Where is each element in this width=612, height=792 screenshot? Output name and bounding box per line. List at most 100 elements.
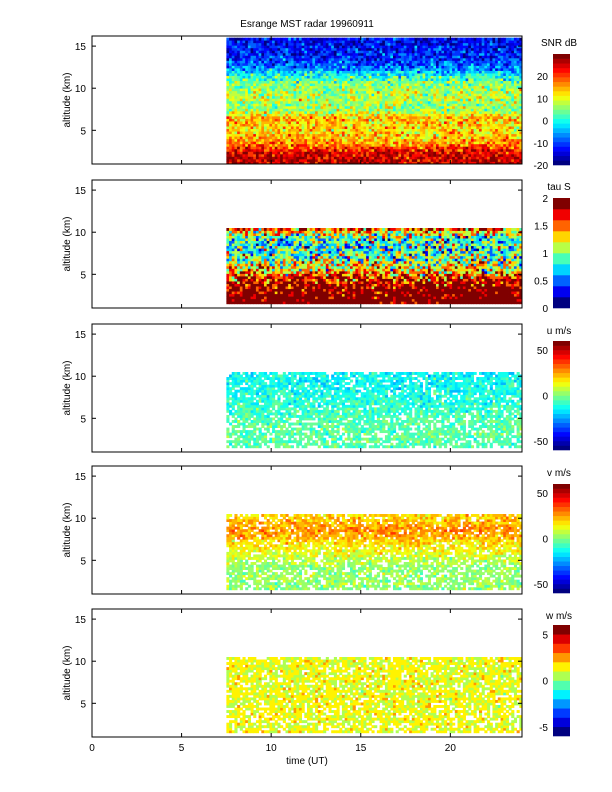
heatmap-cell <box>390 131 393 134</box>
heatmap-cell <box>487 96 490 99</box>
heatmap-cell <box>431 156 434 159</box>
heatmap-cell <box>277 65 280 68</box>
heatmap-cell <box>466 63 469 66</box>
heatmap-cell <box>294 76 297 79</box>
heatmap-cell <box>294 103 297 106</box>
heatmap-cell <box>353 81 356 84</box>
heatmap-cell <box>417 48 420 51</box>
heatmap-cell <box>253 139 256 142</box>
heatmap-cell <box>377 108 380 111</box>
heatmap-cell <box>393 65 396 68</box>
heatmap-cell <box>417 63 420 66</box>
heatmap-cell <box>234 43 237 46</box>
heatmap-cell <box>299 124 302 127</box>
heatmap-cell <box>310 98 313 101</box>
heatmap-cell <box>234 111 237 114</box>
heatmap-cell <box>326 111 329 114</box>
heatmap-cell <box>302 76 305 79</box>
heatmap-cell <box>482 108 485 111</box>
heatmap-cell <box>417 45 420 48</box>
heatmap-cell <box>420 48 423 51</box>
heatmap-cell <box>345 119 348 122</box>
heatmap-cell <box>466 40 469 43</box>
heatmap-cell <box>248 98 251 101</box>
heatmap-cell <box>256 45 259 48</box>
heatmap-cell <box>307 146 310 149</box>
heatmap-cell <box>363 60 366 63</box>
heatmap-cell <box>492 149 495 152</box>
heatmap-cell <box>326 146 329 149</box>
heatmap-cell <box>280 58 283 61</box>
heatmap-cell <box>380 126 383 129</box>
heatmap-cell <box>288 139 291 142</box>
heatmap-cell <box>412 124 415 127</box>
heatmap-cell <box>439 136 442 139</box>
heatmap-cell <box>447 65 450 68</box>
heatmap-cell <box>261 98 264 101</box>
heatmap-cell <box>385 144 388 147</box>
heatmap-cell <box>412 91 415 94</box>
heatmap-cell <box>398 113 401 116</box>
heatmap-cell <box>380 71 383 74</box>
heatmap-cell <box>479 93 482 96</box>
heatmap-cell <box>385 124 388 127</box>
heatmap-cell <box>291 119 294 122</box>
heatmap-cell <box>350 116 353 119</box>
heatmap-cell <box>334 126 337 129</box>
heatmap-cell <box>441 60 444 63</box>
heatmap-cell <box>409 91 412 94</box>
heatmap-cell <box>251 63 254 66</box>
heatmap-cell <box>226 93 229 96</box>
heatmap-cell <box>320 60 323 63</box>
heatmap-cell <box>492 146 495 149</box>
heatmap-cell <box>393 119 396 122</box>
heatmap-cell <box>280 119 283 122</box>
heatmap-cell <box>302 63 305 66</box>
heatmap-cell <box>339 45 342 48</box>
heatmap-cell <box>358 119 361 122</box>
heatmap-cell <box>342 121 345 124</box>
heatmap-cell <box>458 73 461 76</box>
heatmap-cell <box>409 146 412 149</box>
heatmap-cell <box>350 58 353 61</box>
heatmap-cell <box>388 151 391 154</box>
heatmap-cell <box>482 103 485 106</box>
heatmap-cell <box>374 40 377 43</box>
heatmap-cell <box>369 83 372 86</box>
heatmap-cell <box>294 71 297 74</box>
heatmap-cell <box>353 86 356 89</box>
heatmap-cell <box>318 38 321 41</box>
heatmap-cell <box>425 159 428 162</box>
heatmap-cell <box>433 119 436 122</box>
heatmap-cell <box>342 78 345 81</box>
heatmap-cell <box>358 116 361 119</box>
heatmap-cell <box>428 156 431 159</box>
heatmap-cell <box>307 81 310 84</box>
heatmap-cell <box>425 103 428 106</box>
heatmap-cell <box>398 50 401 53</box>
heatmap-cell <box>291 76 294 79</box>
heatmap-cell <box>458 38 461 41</box>
heatmap-cell <box>449 149 452 152</box>
heatmap-cell <box>259 129 262 132</box>
heatmap-cell <box>471 63 474 66</box>
heatmap-cell <box>382 156 385 159</box>
heatmap-cell <box>288 45 291 48</box>
heatmap-cell <box>372 96 375 99</box>
heatmap-cell <box>369 58 372 61</box>
heatmap-cell <box>243 76 246 79</box>
heatmap-cell <box>398 141 401 144</box>
heatmap-cell <box>275 159 278 162</box>
heatmap-cell <box>248 124 251 127</box>
heatmap-cell <box>474 50 477 53</box>
heatmap-cell <box>406 68 409 71</box>
heatmap-cell <box>417 76 420 79</box>
heatmap-cell <box>458 86 461 89</box>
heatmap-cell <box>277 63 280 66</box>
heatmap-cell <box>412 81 415 84</box>
heatmap-cell <box>452 55 455 58</box>
heatmap-cell <box>302 83 305 86</box>
heatmap-cell <box>455 149 458 152</box>
heatmap-cell <box>382 126 385 129</box>
heatmap-cell <box>304 159 307 162</box>
